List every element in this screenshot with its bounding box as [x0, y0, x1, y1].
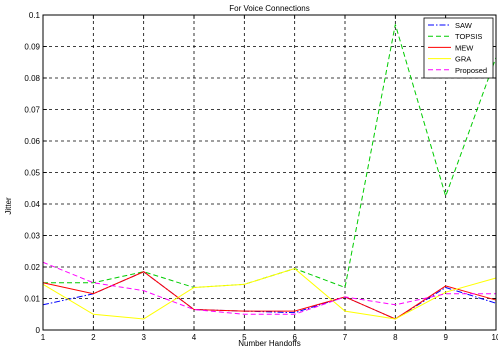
y-tick-label: 0.1	[29, 11, 41, 20]
legend-label-saw: SAW	[455, 21, 473, 30]
series-group	[42, 24, 497, 320]
x-tick-label: 4	[192, 333, 197, 342]
y-tick-label: 0.01	[24, 295, 40, 304]
x-tick-label: 9	[443, 333, 448, 342]
series-line-topsis	[43, 24, 497, 289]
x-axis: 1 2 3 4 5 6 7 8 9 10	[41, 15, 498, 342]
x-tick-label: 8	[393, 333, 398, 342]
x-tick-label: 5	[242, 333, 247, 342]
x-tick-label: 7	[343, 333, 348, 342]
chart-title: For Voice Connections	[229, 4, 310, 13]
y-axis-label: Jitter	[4, 197, 13, 215]
x-axis-label: Number Handoffs	[238, 339, 301, 348]
series-line-proposed	[42, 261, 496, 315]
legend-label-gra: GRA	[455, 55, 471, 64]
grid	[43, 15, 496, 330]
x-tick-label: 2	[91, 333, 96, 342]
x-tick-label: 10	[492, 333, 498, 342]
y-tick-label: 0.02	[24, 263, 40, 272]
x-tick-label: 6	[292, 333, 297, 342]
series-line-mew	[42, 271, 497, 320]
series-line-saw	[42, 271, 497, 320]
y-tick-label: 0.03	[24, 232, 40, 241]
y-tick-label: 0.08	[24, 74, 40, 83]
y-tick-label: 0.06	[24, 137, 40, 146]
y-tick-label: 0	[36, 326, 41, 335]
plot-frame	[42, 14, 497, 331]
y-tick-label: 0.09	[24, 43, 40, 52]
y-tick-label: 0.05	[24, 169, 40, 178]
x-tick-label: 3	[141, 333, 146, 342]
y-tick-label: 0.04	[24, 200, 40, 209]
y-tick-label: 0.07	[24, 106, 40, 115]
series-line-gra	[42, 268, 497, 320]
legend-box	[423, 17, 494, 79]
legend: SAW TOPSIS MEW GRA Proposed	[423, 17, 494, 79]
y-axis: 0 0.01 0.02 0.03 0.04 0.05 0.06 0.07 0.08 0.09 0.1	[24, 11, 496, 335]
legend-label-mew: MEW	[455, 43, 474, 52]
legend-label-proposed: Proposed	[455, 66, 487, 75]
legend-label-topsis: TOPSIS	[455, 32, 482, 41]
x-tick-label: 1	[41, 333, 46, 342]
